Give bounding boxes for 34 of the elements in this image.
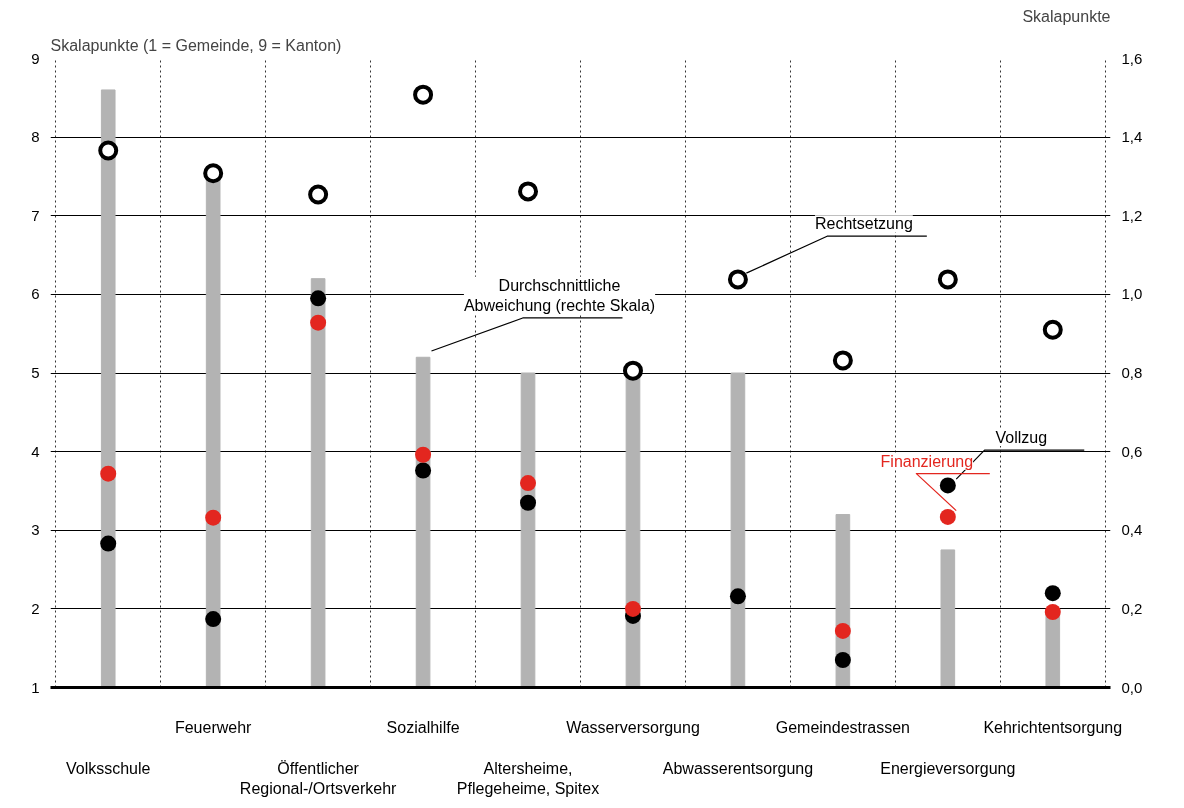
y2-tick-label: 0,6 [1121, 442, 1143, 460]
y2-tick-label: 0,4 [1121, 521, 1143, 539]
y-tick-label: 9 [31, 49, 40, 67]
y-tick-label: 5 [31, 364, 40, 381]
x-tick-label: Wasserversorgung [566, 718, 700, 736]
x-tick-label: Altersheime, Pflegeheime, Spitex [456, 759, 600, 798]
x-tick-label: Energieversorgung [880, 759, 1016, 777]
y2-tick-label: 0,8 [1121, 364, 1143, 381]
text: Vollzug [995, 429, 1048, 447]
x-tick-label: Abwasserentsorgung [662, 759, 814, 777]
x-tick-label: Kehrichtentsorgung [983, 718, 1123, 736]
y2-tick-label: 0,2 [1121, 599, 1143, 617]
y-tick-label: 7 [31, 206, 40, 224]
x-tick-label: Volksschule [65, 759, 151, 777]
y-tick-label: 1 [31, 678, 40, 696]
y2-tick-label: 1,2 [1121, 206, 1143, 224]
y-tick-label: 8 [31, 128, 40, 146]
x-tick-label: Gemeindestrassen [775, 718, 911, 736]
y-tick-label: 4 [31, 442, 40, 460]
y2-tick-label: 1,4 [1121, 128, 1143, 146]
x-tick-label: Öffentlicher Regional-/Ortsverkehr [239, 759, 398, 798]
y-tick-label: 3 [31, 521, 40, 539]
y-tick-label: 2 [31, 599, 40, 617]
text: Finanzierung [880, 452, 974, 470]
y-tick-label: 6 [31, 285, 40, 303]
y2-tick-label: 1,6 [1121, 49, 1143, 67]
y2-axis-title: Skalapunkte [1022, 7, 1111, 25]
x-tick-label: Feuerwehr [174, 718, 253, 736]
text: Rechtsetzung [814, 215, 913, 233]
x-tick-label: Sozialhilfe [386, 718, 460, 736]
y2-tick-label: 1,0 [1121, 285, 1143, 303]
text: Durchschnittliche Abweichung (rechte Skala) [463, 276, 656, 315]
y2-tick-label: 0,0 [1121, 678, 1143, 696]
y-axis-title: Skalapunkte (1 = Gemeinde, 9 = Kanton) [50, 36, 342, 54]
